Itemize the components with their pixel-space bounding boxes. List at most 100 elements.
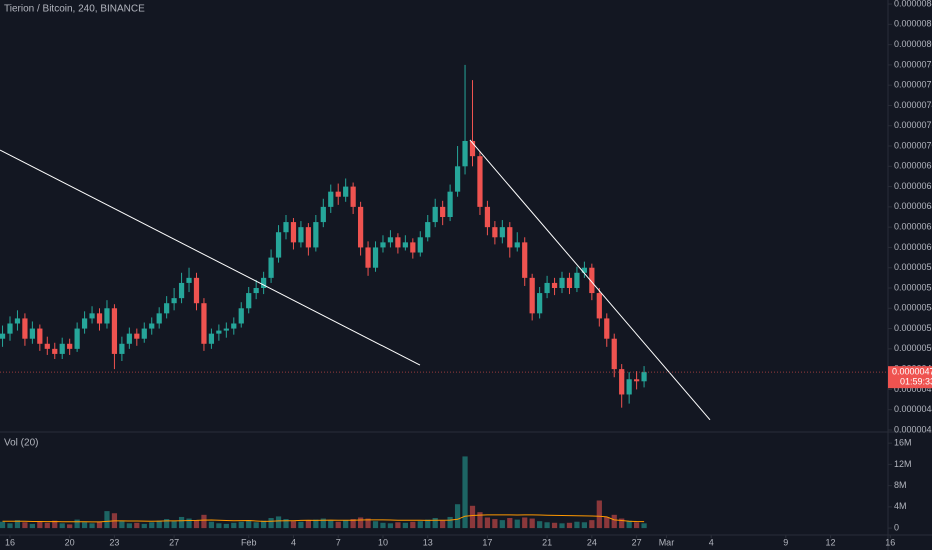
x-tick-label: 7: [336, 537, 341, 547]
candle-body: [246, 293, 252, 309]
last-price-box: [888, 366, 932, 389]
volume-bar: [343, 520, 349, 529]
y-tick-label: 0.00000700: [894, 140, 932, 150]
volume-bar: [305, 520, 311, 529]
candle-body: [619, 369, 625, 395]
candle-body: [59, 343, 65, 354]
volume-bar: [529, 518, 535, 529]
x-tick-label: 27: [169, 537, 179, 547]
candle-body: [119, 343, 125, 354]
volume-bar: [52, 520, 58, 529]
volume-bar: [96, 521, 103, 529]
volume-bar: [290, 521, 297, 529]
volume-bar: [611, 514, 617, 529]
candle-body: [484, 206, 491, 228]
y2-tick-label: 16M: [894, 438, 912, 448]
volume-bar: [574, 521, 580, 529]
candle-body: [283, 222, 289, 233]
volume-bar: [357, 517, 364, 529]
chart-title: Tierion / Bitcoin, 240, BINANCE: [4, 4, 145, 15]
volume-bar: [492, 519, 498, 529]
x-tick-label: 10: [378, 537, 388, 547]
candle-body: [231, 323, 237, 329]
candle-body: [462, 140, 468, 167]
volume-bar: [208, 521, 215, 529]
candle-body: [633, 379, 640, 382]
candle-body: [261, 277, 267, 288]
volume-bar: [275, 516, 282, 529]
volume-bar: [417, 521, 423, 529]
volume-bar: [0, 521, 6, 529]
y2-tick-label: 8M: [894, 480, 907, 490]
volume-bar: [119, 521, 125, 529]
candle-body: [193, 277, 200, 304]
volume-bar: [178, 516, 185, 529]
candle-body: [201, 303, 207, 344]
candle-body: [395, 237, 401, 248]
candle-body: [477, 156, 483, 207]
candle-body: [350, 186, 356, 207]
y2-tick-label: 12M: [894, 459, 912, 469]
volume-bar: [447, 516, 453, 529]
candle-body: [0, 333, 6, 339]
volume-bar: [365, 518, 371, 529]
candle-body: [290, 222, 297, 243]
candle-body: [537, 293, 543, 314]
volume-bar: [223, 523, 229, 529]
candle-body: [305, 227, 311, 248]
volume-bar: [626, 520, 632, 529]
volume-bar: [298, 521, 304, 529]
volume-bar: [216, 523, 222, 529]
candle-body: [365, 247, 371, 268]
y-tick-label: 0.00000500: [894, 343, 932, 353]
volume-bar: [581, 522, 588, 529]
volume-bar: [74, 519, 80, 529]
x-tick-label: 17: [482, 537, 492, 547]
candle-body: [492, 227, 498, 238]
x-tick-label: 4: [291, 537, 296, 547]
candle-body: [44, 343, 50, 349]
volume-bar: [477, 512, 483, 529]
x-tick-label: 23: [109, 537, 119, 547]
volume-bar: [462, 456, 468, 529]
candle-body: [320, 206, 326, 223]
volume-bar: [537, 521, 543, 529]
candle-body: [440, 206, 446, 218]
volume-ma-line: [2, 514, 645, 523]
volume-bar: [328, 520, 334, 529]
volume-bar: [402, 522, 408, 529]
volume-bar: [395, 522, 401, 529]
candle-body: [402, 242, 408, 248]
candle-body: [268, 257, 274, 278]
volume-title: Vol (20): [4, 438, 38, 449]
volume-bar: [81, 522, 88, 529]
volume-bar: [246, 520, 252, 529]
candle-body: [104, 308, 110, 324]
x-tick-label: 24: [587, 537, 597, 547]
volume-bar: [432, 518, 438, 529]
candle-body: [134, 333, 140, 339]
x-tick-label: 20: [65, 537, 75, 547]
volume-bar: [156, 520, 162, 529]
volume-bar: [134, 522, 140, 529]
candle-body: [529, 277, 535, 314]
volume-bar: [29, 523, 35, 529]
x-tick-label: Feb: [241, 537, 257, 547]
volume-bar: [410, 521, 416, 529]
y-tick-label: 0.00000520: [894, 323, 932, 333]
candle-body: [7, 323, 13, 334]
y-tick-label: 0.00000780: [894, 59, 932, 69]
volume-bar: [313, 519, 319, 529]
y-tick-label: 0.00000760: [894, 80, 932, 90]
volume-bar: [544, 522, 550, 529]
y2-tick-label: 4M: [894, 501, 907, 511]
volume-bar: [566, 522, 573, 529]
x-tick-label: Mar: [659, 537, 675, 547]
candle-body: [328, 191, 334, 207]
candle-body: [223, 328, 229, 331]
candle-body: [156, 313, 162, 324]
x-tick-label: 9: [783, 537, 788, 547]
volume-bar: [67, 524, 73, 529]
countdown: 01:59:33: [900, 377, 932, 387]
candle-body: [171, 298, 177, 304]
